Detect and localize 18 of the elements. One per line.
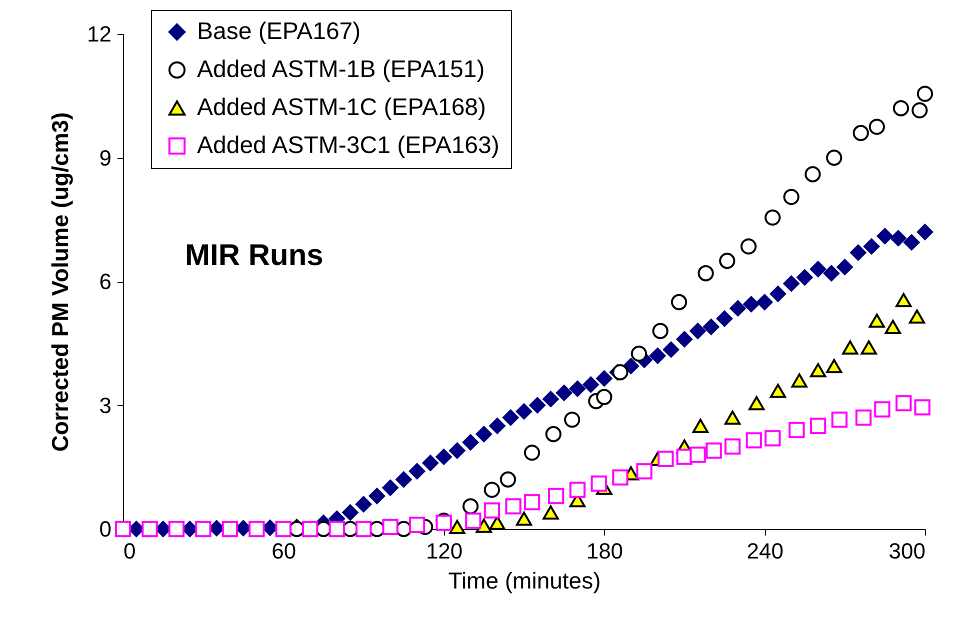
y-tick-label: 3 (99, 392, 112, 418)
legend-label: Added ASTM-1C (EPA168) (197, 94, 486, 121)
y-tick-label: 12 (87, 22, 112, 46)
x-tick-label: 0 (124, 538, 136, 564)
y-axis-title: Corrected PM Volume (ug/cm3) (47, 112, 74, 452)
legend-label: Base (EPA167) (197, 18, 361, 45)
x-axis-title: Time (minutes) (448, 568, 601, 594)
y-tick-label: 0 (99, 516, 112, 542)
x-tick-label: 180 (586, 538, 624, 564)
y-tick-label: 6 (99, 269, 112, 294)
annotation: MIR Runs (185, 239, 324, 272)
x-tick-label: 300 (888, 538, 926, 564)
y-tick-label: 9 (99, 145, 112, 170)
legend-label: Added ASTM-1B (EPA151) (197, 56, 485, 83)
x-tick-label: 120 (426, 538, 463, 564)
x-tick-label: 240 (746, 538, 784, 564)
x-tick-label: 60 (272, 538, 296, 564)
legend-label: Added ASTM-3C1 (EPA163) (197, 132, 500, 159)
